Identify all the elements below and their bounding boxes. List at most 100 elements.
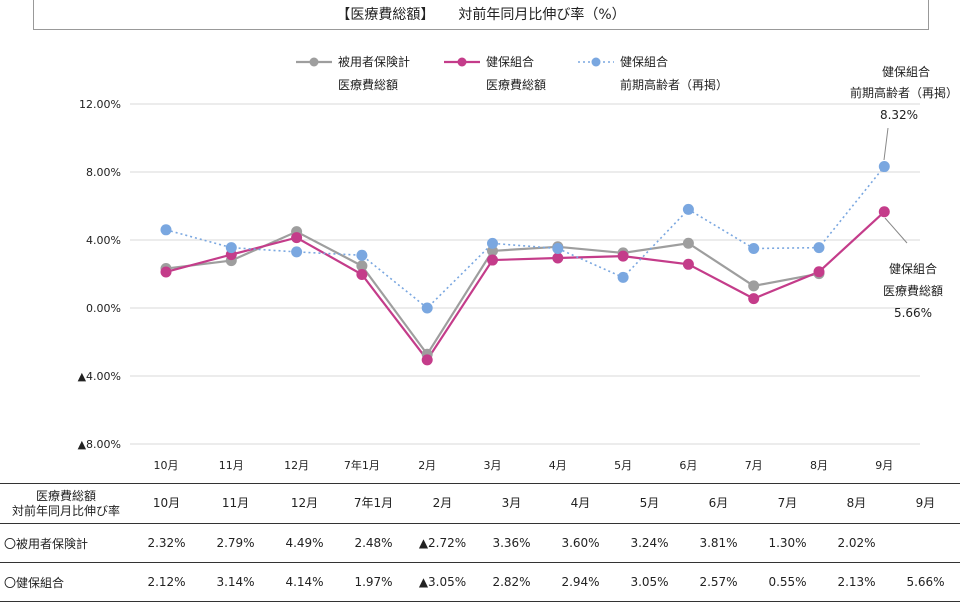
chart-title-left: 【医療費総額】 [336,7,435,23]
data-point-series-2 [617,271,629,283]
x-tick-label: 10月 [154,459,179,472]
table-col-header: 5月 [615,483,684,524]
data-point-series-1 [682,258,694,270]
x-tick-label: 11月 [219,459,244,472]
legend-marker [591,57,601,67]
table-cell: 0.55% [753,562,822,602]
data-point-series-2 [291,246,303,258]
legend-label: 健保組合 [486,54,534,69]
data-point-series-2 [552,243,564,254]
data-point-series-2 [813,242,825,254]
table-col-header: 9月 [891,483,960,524]
line-chart: 12.00% 8.00% 4.00% 0.00% ▲4.00% ▲8.00% 10月 11月 1… [78,54,958,472]
y-tick-label: 0.00% [86,302,121,315]
table-cell: 1.97% [339,562,408,602]
table-col-header: 7年1月 [339,483,408,524]
table-cell: 3.05% [615,562,684,602]
table-header-row: 医療費総額 対前年同月比伸び率 10月 11月 12月 7年1月 2月 3月 4… [0,483,960,524]
table-col-header: 12月 [270,483,339,524]
annotation-total-label: 健保組合 [889,261,937,276]
x-tick-label: 12月 [284,459,309,472]
annotation-elderly-label: 前期高齢者（再掲） [850,85,958,100]
data-point-series-1 [617,250,629,262]
table-col-header: 3月 [477,483,546,524]
data-point-series-0 [748,280,760,292]
data-point-series-2 [160,224,172,236]
annotation-total-label: 医療費総額 [883,283,943,298]
data-point-series-1 [813,266,825,278]
table-header-label-line1: 医療費総額 [35,488,96,503]
table-col-header: 7月 [753,483,822,524]
table-cell: 2.57% [684,562,753,602]
data-point-series-0 [356,260,368,272]
data-table: 医療費総額 対前年同月比伸び率 10月 11月 12月 7年1月 2月 3月 4… [0,483,960,602]
table-cell: 3.36% [477,523,546,563]
table-header-label: 医療費総額 対前年同月比伸び率 [0,483,132,524]
table-cell: 3.14% [201,562,270,602]
x-tick-label: 8月 [810,459,828,472]
series-line-1 [165,210,886,362]
table-col-header: 6月 [684,483,753,524]
legend-label: 健保組合 [620,54,668,69]
table-cell: 3.60% [546,523,615,563]
annotation-total-value: 5.66% [894,306,932,320]
table-cell: ▲2.72% [408,523,477,563]
table-row-employee-insurance: 〇被用者保険計 2.32% 2.79% 4.49% 2.48% ▲2.72% 3… [0,523,960,563]
table-col-header: 4月 [546,483,615,524]
table-cell: 2.79% [201,523,270,563]
data-point-series-1 [421,354,433,366]
table-col-header: 2月 [408,483,477,524]
x-tick-label: 4月 [549,459,567,472]
data-point-series-1 [291,232,303,244]
data-point-series-2 [225,242,237,254]
table-cell: 5.66% [891,562,960,602]
table-cell: ▲3.05% [408,562,477,602]
x-tick-label: 6月 [679,459,697,472]
annotation-leader-line [883,127,889,161]
table-cell: 1.30% [753,523,822,563]
series-line-2 [165,166,885,310]
table-cell: 4.49% [270,523,339,563]
table-cell: 2.94% [546,562,615,602]
table-cell: 2.82% [477,562,546,602]
table-col-header: 10月 [132,483,201,524]
data-point-series-1 [748,293,760,305]
x-tick-label: 7年1月 [344,458,380,472]
table-header-label-line2: 対前年同月比伸び率 [11,503,120,518]
x-tick-label: 5月 [614,459,632,472]
legend-label: 前期高齢者（再掲） [620,77,728,92]
table-row-label: 〇被用者保険計 [0,523,132,563]
y-tick-label: ▲4.00% [78,370,121,383]
table-row-label: 〇健保組合 [0,562,132,602]
legend-label: 医療費総額 [338,77,398,92]
legend-marker [457,57,467,67]
data-point-series-1 [487,254,498,266]
table-cell: 2.48% [339,523,408,563]
data-point-series-2 [878,161,890,173]
table-cell: 2.32% [132,523,201,563]
data-point-series-1 [160,266,172,278]
data-point-series-2 [356,249,368,261]
y-tick-label: ▲8.00% [78,438,121,451]
data-point-series-2 [748,243,760,254]
x-tick-label: 9月 [875,459,893,472]
annotation-elderly-label: 健保組合 [882,64,930,79]
y-tick-label: 8.00% [86,166,121,179]
table-cell: 2.02% [822,523,891,563]
data-point-series-2 [421,302,433,314]
legend-label: 被用者保険計 [338,54,410,69]
table-cell: 2.12% [132,562,201,602]
x-tick-label: 2月 [418,459,436,472]
table-cell: 2.13% [822,562,891,602]
data-point-series-0 [682,237,694,249]
annotation-elderly-value: 8.32% [880,108,918,122]
y-tick-label: 4.00% [86,234,121,247]
x-tick-label: 7月 [745,459,763,472]
annotation-leader-line [884,217,908,244]
table-cell: 3.24% [615,523,684,563]
data-point-series-1 [878,206,890,218]
x-tick-label: 3月 [484,459,502,472]
data-point-series-2 [487,237,498,249]
table-col-header: 11月 [201,483,270,524]
table-cell: 3.81% [684,523,753,563]
